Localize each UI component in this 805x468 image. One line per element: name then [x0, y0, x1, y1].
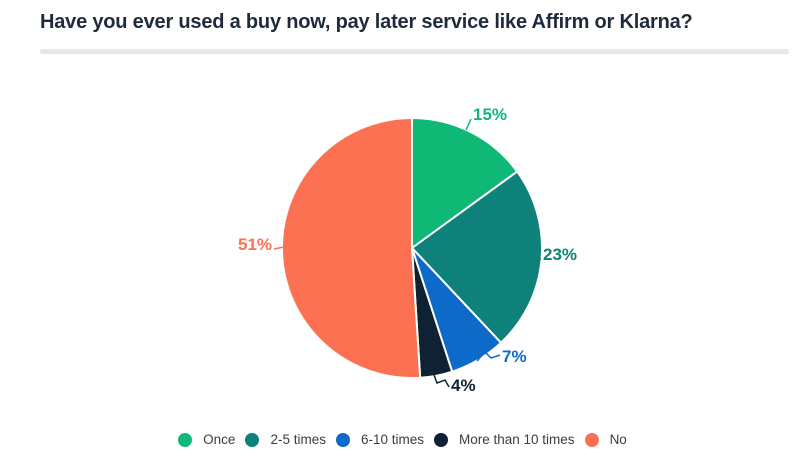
- legend-item-no[interactable]: No: [584, 432, 627, 448]
- pie-slice-2-5-times[interactable]: [411, 170, 543, 344]
- legend-label-no: No: [609, 432, 627, 447]
- label-connectors: [273, 118, 541, 388]
- pie-slice-once[interactable]: [411, 117, 519, 249]
- pie-label-2-5-times: 23%: [543, 245, 578, 264]
- legend: Once 2-5 times 6-10 times More than 10 t…: [0, 432, 805, 448]
- title-divider: [40, 49, 789, 54]
- legend-label-2-5-times: 2-5 times: [270, 432, 326, 447]
- legend-item-2-5-times[interactable]: 2-5 times: [245, 432, 326, 448]
- pie-slices: [281, 117, 543, 379]
- pie-label-6-10-times: 7%: [502, 347, 527, 366]
- legend-label-more-than-10-times: More than 10 times: [459, 432, 575, 447]
- legend-item-6-10-times[interactable]: 6-10 times: [335, 432, 424, 448]
- pie-svg: [273, 117, 543, 388]
- legend-swatch-6-10-times-icon: [335, 433, 350, 447]
- connector-6-10-times: [476, 350, 501, 362]
- legend-label-once: Once: [203, 432, 236, 447]
- connector-no: [273, 246, 285, 250]
- pie-chart: 15% 23% 7% 4% 51%: [0, 60, 805, 422]
- legend-swatch-2-5-times-icon: [245, 433, 260, 447]
- pie-label-once: 15%: [473, 105, 508, 124]
- page-title: Have you ever used a buy now, pay later …: [40, 11, 693, 33]
- legend-swatch-more-than-10-times-icon: [434, 433, 448, 447]
- connector-more-than-10-times: [433, 374, 450, 388]
- legend-item-more-than-10-times[interactable]: More than 10 times: [434, 432, 575, 448]
- pie-label-more-than-10-times: 4%: [451, 376, 476, 395]
- legend-label-6-10-times: 6-10 times: [360, 432, 424, 447]
- connector-once: [465, 118, 472, 131]
- legend-item-once[interactable]: Once: [178, 432, 235, 448]
- pie-label-no: 51%: [238, 235, 273, 254]
- pie-slice-no[interactable]: [281, 117, 422, 379]
- legend-swatch-once-icon: [178, 433, 193, 447]
- legend-swatch-no-icon: [584, 433, 599, 447]
